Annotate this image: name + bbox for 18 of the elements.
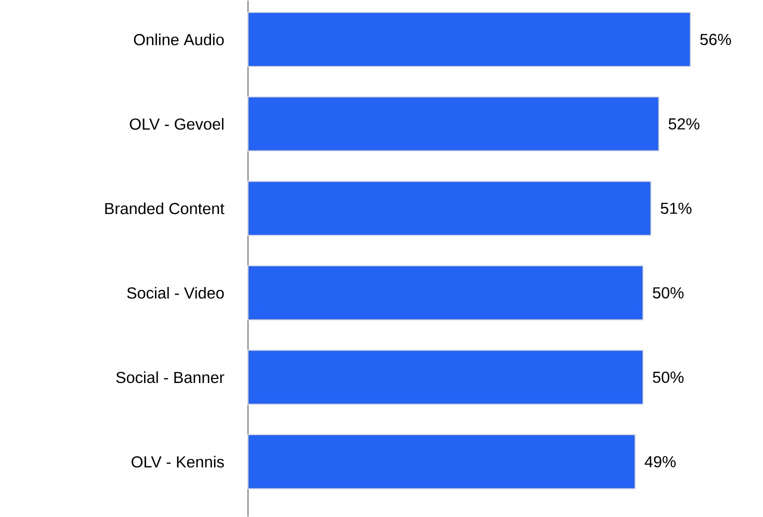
- bar: [248, 96, 660, 152]
- y-tick-label: Branded Content: [105, 202, 224, 214]
- y-tick-label: Social - Video: [127, 286, 224, 299]
- bar: [248, 350, 644, 405]
- bar: [248, 12, 691, 67]
- y-tick-label: OLV - Kennis: [132, 456, 224, 468]
- bar: [248, 265, 644, 320]
- data-label: 51%: [660, 202, 692, 214]
- data-label: 52%: [668, 118, 700, 130]
- bar: [248, 180, 652, 236]
- y-tick-label: Social - Banner: [116, 371, 224, 384]
- y-tick-label: Online Audio: [134, 34, 224, 46]
- data-label: 50%: [652, 372, 684, 383]
- data-label: 50%: [652, 287, 684, 298]
- y-tick-label: OLV - Gevoel: [130, 118, 224, 130]
- bar: [248, 434, 636, 490]
- data-label: 49%: [644, 456, 676, 468]
- data-label: 56%: [700, 34, 731, 45]
